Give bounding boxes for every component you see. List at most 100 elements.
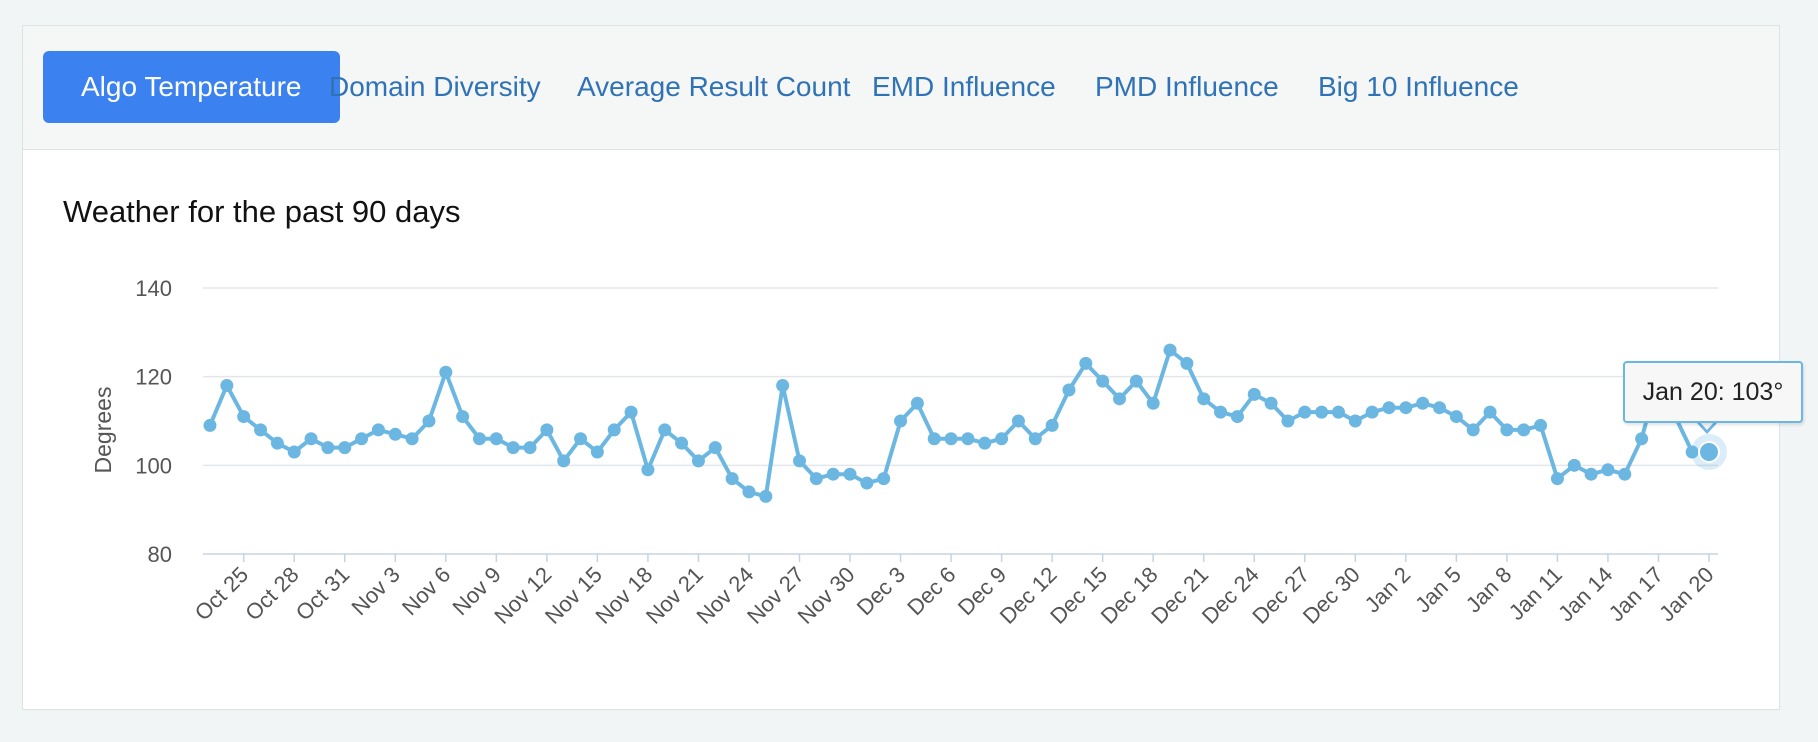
data-point[interactable]	[1214, 405, 1228, 419]
data-point[interactable]	[405, 432, 419, 446]
data-point[interactable]	[1197, 392, 1211, 406]
data-point[interactable]	[1635, 432, 1649, 446]
data-point[interactable]	[978, 436, 992, 450]
data-point[interactable]	[910, 396, 924, 410]
data-point[interactable]	[1685, 445, 1699, 459]
highlight-point[interactable]	[1698, 441, 1720, 464]
data-point[interactable]	[1399, 401, 1413, 415]
data-point[interactable]	[472, 432, 486, 446]
data-point[interactable]	[894, 414, 908, 428]
data-point[interactable]	[877, 472, 891, 486]
data-point[interactable]	[675, 436, 689, 450]
data-point[interactable]	[1079, 356, 1093, 370]
data-point[interactable]	[1601, 463, 1615, 477]
data-point[interactable]	[489, 432, 503, 446]
data-point[interactable]	[220, 379, 234, 393]
data-point[interactable]	[540, 423, 554, 437]
tab-pmd-influence[interactable]: PMD Influence	[1095, 71, 1279, 102]
data-point[interactable]	[371, 423, 385, 437]
data-point[interactable]	[725, 472, 739, 486]
x-tick-label: Nov 3	[346, 562, 404, 620]
data-point[interactable]	[927, 432, 941, 446]
data-point[interactable]	[270, 436, 284, 450]
data-point[interactable]	[1449, 410, 1463, 424]
data-point[interactable]	[742, 485, 756, 499]
data-point[interactable]	[355, 432, 369, 446]
data-point[interactable]	[607, 423, 621, 437]
data-point[interactable]	[1433, 401, 1447, 415]
data-point[interactable]	[1180, 356, 1194, 370]
x-tick-label: Oct 31	[291, 562, 355, 626]
data-point[interactable]	[439, 365, 453, 379]
data-point[interactable]	[1096, 374, 1110, 388]
data-point[interactable]	[287, 445, 301, 459]
data-point[interactable]	[1163, 343, 1177, 357]
data-point[interactable]	[1365, 405, 1379, 419]
data-point[interactable]	[860, 476, 874, 490]
data-point[interactable]	[574, 432, 588, 446]
data-point[interactable]	[1230, 410, 1244, 424]
data-point[interactable]	[237, 410, 251, 424]
data-point[interactable]	[1550, 472, 1564, 486]
data-point[interactable]	[1483, 405, 1497, 419]
data-point[interactable]	[826, 467, 840, 481]
data-point[interactable]	[1045, 418, 1059, 432]
data-point[interactable]	[1584, 467, 1598, 481]
tab-big-10-influence[interactable]: Big 10 Influence	[1318, 71, 1519, 102]
data-point[interactable]	[506, 441, 520, 455]
data-point[interactable]	[1534, 418, 1548, 432]
data-point[interactable]	[995, 432, 1009, 446]
data-point[interactable]	[809, 472, 823, 486]
data-point[interactable]	[321, 441, 335, 455]
tab-emd-influence[interactable]: EMD Influence	[872, 71, 1056, 102]
data-point[interactable]	[1466, 423, 1480, 437]
data-point[interactable]	[1416, 396, 1430, 410]
data-point[interactable]	[388, 427, 402, 441]
data-point[interactable]	[557, 454, 571, 468]
data-point[interactable]	[1062, 383, 1076, 397]
tab-average-result-count[interactable]: Average Result Count	[577, 71, 851, 102]
data-point[interactable]	[1618, 467, 1632, 481]
data-point[interactable]	[624, 405, 638, 419]
x-tick-label: Jan 5	[1410, 562, 1466, 618]
data-point[interactable]	[1028, 432, 1042, 446]
data-point[interactable]	[1129, 374, 1143, 388]
data-point[interactable]	[254, 423, 268, 437]
data-point[interactable]	[1331, 405, 1345, 419]
data-point[interactable]	[691, 454, 705, 468]
data-point[interactable]	[776, 379, 790, 393]
data-point[interactable]	[1011, 414, 1025, 428]
data-point[interactable]	[708, 441, 722, 455]
data-point[interactable]	[1500, 423, 1514, 437]
data-point[interactable]	[1113, 392, 1127, 406]
data-point[interactable]	[1146, 396, 1160, 410]
tooltip-arrow-inner	[1698, 420, 1716, 430]
data-point[interactable]	[1517, 423, 1531, 437]
data-point[interactable]	[1281, 414, 1295, 428]
data-point[interactable]	[1382, 401, 1396, 415]
data-point[interactable]	[1567, 458, 1581, 472]
data-point[interactable]	[523, 441, 537, 455]
data-point[interactable]	[338, 441, 352, 455]
data-point[interactable]	[456, 410, 470, 424]
tab-algo-temperature[interactable]: Algo Temperature	[43, 51, 340, 123]
data-point[interactable]	[759, 489, 773, 503]
y-tick-label: 80	[148, 542, 172, 567]
data-point[interactable]	[1315, 405, 1329, 419]
data-point[interactable]	[1264, 396, 1278, 410]
data-point[interactable]	[944, 432, 958, 446]
data-point[interactable]	[203, 418, 217, 432]
data-point[interactable]	[641, 463, 655, 477]
data-point[interactable]	[961, 432, 975, 446]
data-point[interactable]	[422, 414, 436, 428]
data-point[interactable]	[590, 445, 604, 459]
data-point[interactable]	[658, 423, 672, 437]
data-point[interactable]	[1298, 405, 1312, 419]
tab-domain-diversity[interactable]: Domain Diversity	[329, 71, 541, 102]
chart-panel: Algo Temperature Domain Diversity Averag…	[22, 25, 1780, 710]
data-point[interactable]	[304, 432, 318, 446]
data-point[interactable]	[1247, 387, 1261, 401]
data-point[interactable]	[1348, 414, 1362, 428]
data-point[interactable]	[843, 467, 857, 481]
data-point[interactable]	[792, 454, 806, 468]
